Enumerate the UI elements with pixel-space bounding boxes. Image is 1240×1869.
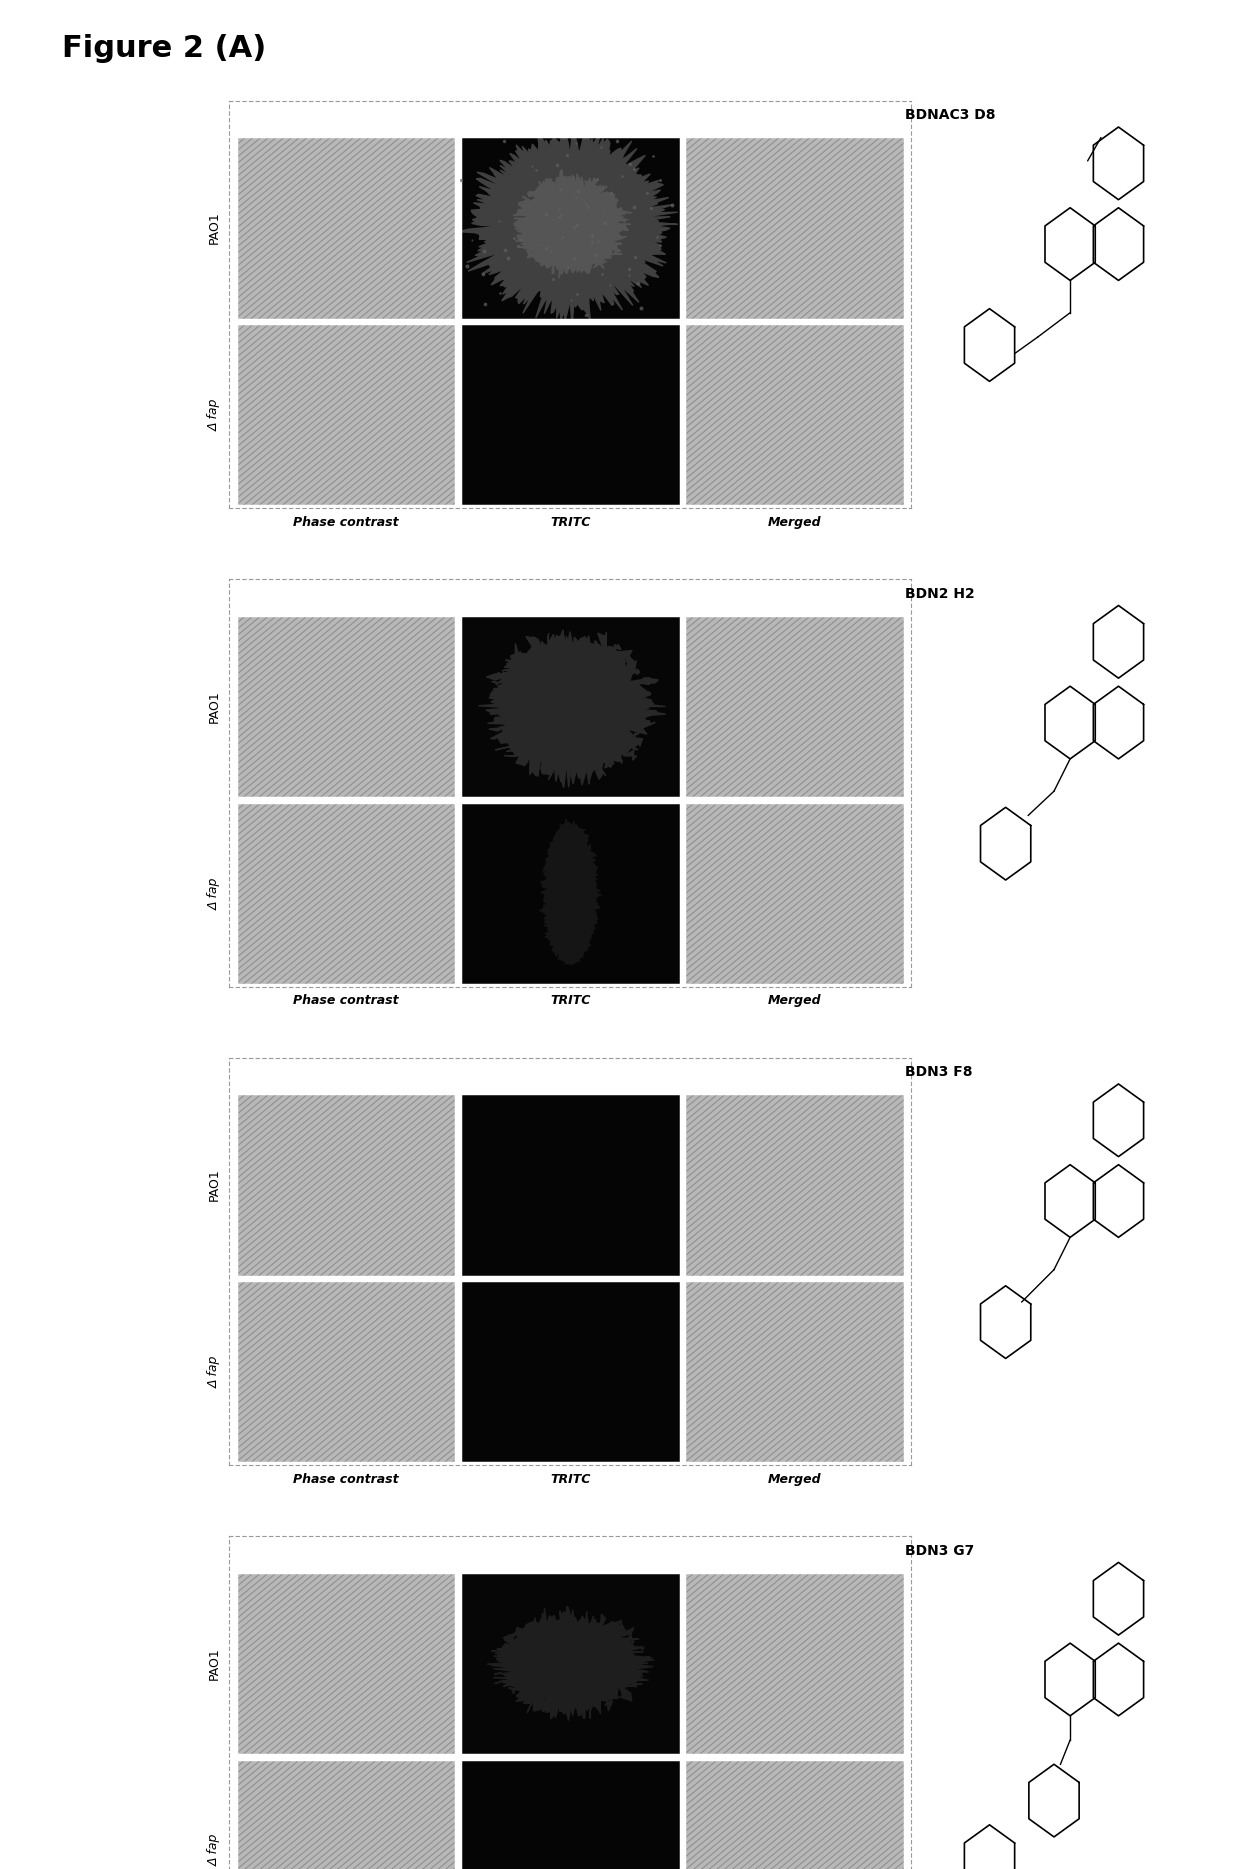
Text: Phase contrast: Phase contrast bbox=[293, 516, 399, 529]
Text: Phase contrast: Phase contrast bbox=[293, 1473, 399, 1486]
Polygon shape bbox=[479, 630, 666, 787]
Text: BDNAC3 D8: BDNAC3 D8 bbox=[905, 108, 996, 121]
Text: PAO1: PAO1 bbox=[208, 690, 221, 723]
Polygon shape bbox=[539, 819, 601, 964]
Text: Merged: Merged bbox=[768, 1473, 822, 1486]
Text: TRITC: TRITC bbox=[551, 1473, 590, 1486]
Text: PAO1: PAO1 bbox=[208, 1168, 221, 1202]
Text: TRITC: TRITC bbox=[551, 994, 590, 1007]
Polygon shape bbox=[459, 125, 677, 327]
Text: Δ fap: Δ fap bbox=[208, 877, 221, 910]
Text: BDN3 G7: BDN3 G7 bbox=[905, 1544, 975, 1557]
Text: Δ fap: Δ fap bbox=[208, 1355, 221, 1389]
Polygon shape bbox=[487, 1605, 655, 1721]
Text: Figure 2 (A): Figure 2 (A) bbox=[62, 34, 267, 64]
Text: Merged: Merged bbox=[768, 994, 822, 1007]
Text: BDN2 H2: BDN2 H2 bbox=[905, 587, 975, 600]
Text: TRITC: TRITC bbox=[551, 516, 590, 529]
Text: Merged: Merged bbox=[768, 516, 822, 529]
Text: PAO1: PAO1 bbox=[208, 211, 221, 245]
Text: PAO1: PAO1 bbox=[208, 1647, 221, 1680]
Polygon shape bbox=[513, 170, 632, 278]
Text: Phase contrast: Phase contrast bbox=[293, 994, 399, 1007]
Text: Δ fap: Δ fap bbox=[208, 398, 221, 432]
Text: BDN3 F8: BDN3 F8 bbox=[905, 1065, 972, 1078]
Text: Δ fap: Δ fap bbox=[208, 1833, 221, 1867]
